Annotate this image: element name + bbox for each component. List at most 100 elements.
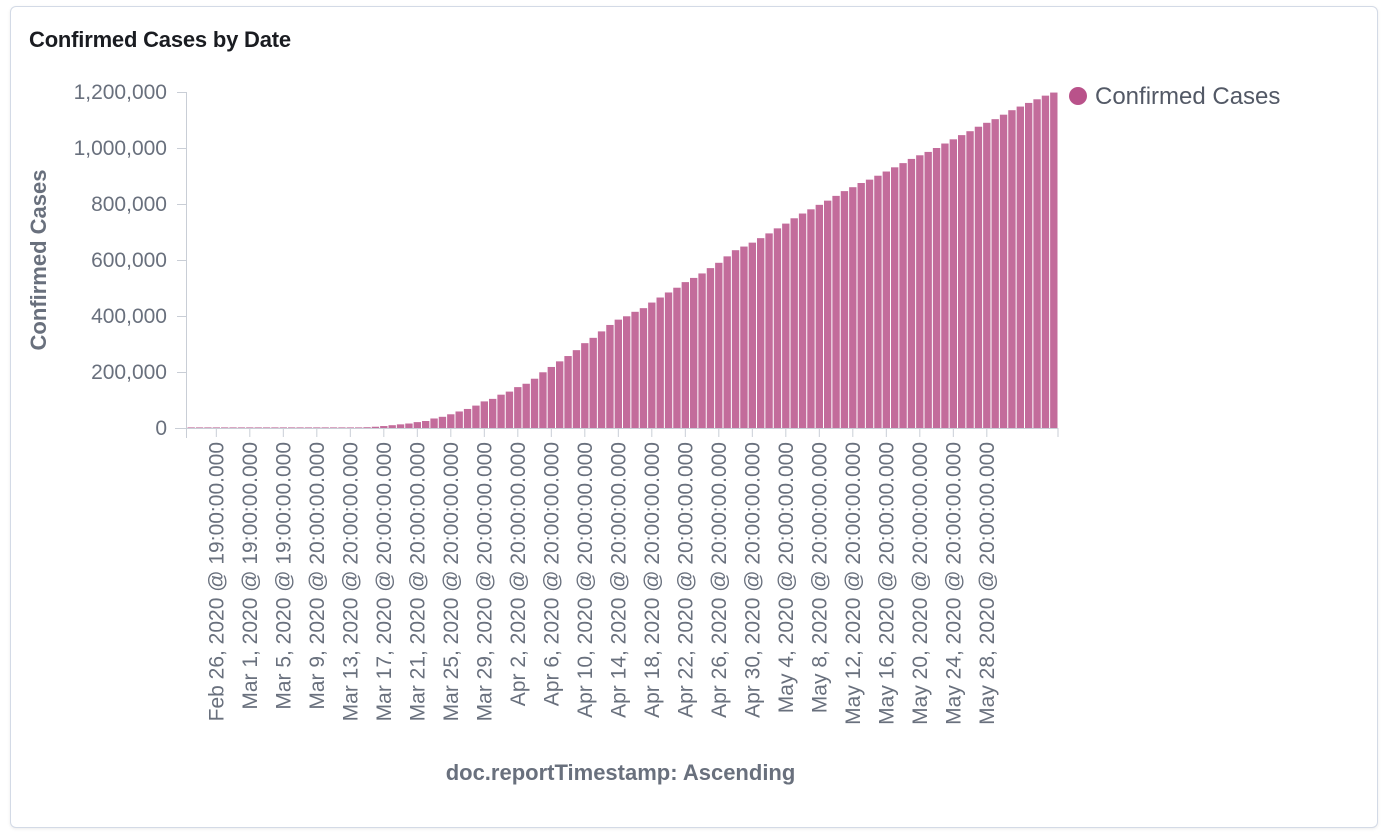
bar[interactable] (706, 268, 715, 428)
bar[interactable] (246, 427, 254, 428)
bar[interactable] (815, 204, 823, 428)
bar[interactable] (807, 209, 815, 428)
bar[interactable] (262, 427, 271, 428)
bar[interactable] (865, 179, 874, 428)
bar[interactable] (932, 148, 941, 428)
bar[interactable] (664, 292, 673, 428)
bar[interactable] (279, 427, 287, 428)
bar[interactable] (874, 175, 882, 428)
bar[interactable] (958, 135, 966, 428)
bar[interactable] (430, 418, 438, 428)
bar[interactable] (296, 427, 304, 428)
bar[interactable] (974, 126, 983, 428)
bar[interactable] (355, 427, 363, 428)
bar[interactable] (388, 425, 396, 428)
bar[interactable] (547, 366, 555, 428)
bar[interactable] (338, 427, 346, 428)
bar[interactable] (798, 213, 807, 428)
bar[interactable] (522, 383, 530, 428)
bar[interactable] (840, 191, 849, 428)
bar[interactable] (639, 308, 648, 428)
bar[interactable] (195, 427, 204, 428)
legend-swatch-icon[interactable] (1069, 87, 1087, 105)
bar[interactable] (329, 427, 338, 428)
bar[interactable] (254, 427, 262, 428)
bar[interactable] (656, 297, 664, 428)
bar[interactable] (530, 378, 539, 428)
bar[interactable] (916, 155, 924, 428)
bar[interactable] (572, 350, 581, 428)
bar[interactable] (907, 158, 916, 429)
bar[interactable] (514, 387, 522, 428)
bar[interactable] (564, 356, 572, 428)
bar[interactable] (941, 143, 949, 428)
bar[interactable] (832, 195, 840, 428)
bar[interactable] (983, 122, 991, 429)
bar[interactable] (271, 427, 279, 428)
bar[interactable] (966, 131, 974, 428)
bar[interactable] (857, 183, 865, 428)
bar[interactable] (773, 228, 782, 428)
bar[interactable] (891, 167, 899, 428)
bar[interactable] (363, 427, 371, 428)
bar[interactable] (346, 427, 354, 428)
bar[interactable] (212, 427, 220, 428)
bar[interactable] (782, 223, 790, 428)
legend-label[interactable]: Confirmed Cases (1095, 83, 1280, 110)
bar[interactable] (731, 250, 740, 428)
bar[interactable] (991, 119, 999, 428)
bar[interactable] (472, 405, 480, 428)
bar[interactable] (581, 343, 589, 428)
bar[interactable] (614, 319, 622, 428)
bar[interactable] (229, 427, 237, 428)
bar[interactable] (849, 187, 857, 428)
bar[interactable] (882, 171, 890, 428)
bar[interactable] (221, 427, 229, 428)
bar[interactable] (949, 139, 957, 428)
bar[interactable] (539, 372, 547, 428)
bar[interactable] (1016, 106, 1024, 428)
bar[interactable] (1025, 102, 1033, 429)
bar[interactable] (422, 421, 430, 428)
bar[interactable] (597, 331, 606, 428)
bar[interactable] (790, 218, 798, 428)
bar[interactable] (371, 426, 380, 428)
bar[interactable] (623, 316, 631, 428)
bar[interactable] (690, 277, 698, 428)
bar[interactable] (698, 273, 706, 428)
bar[interactable] (824, 200, 832, 428)
bar[interactable] (313, 427, 321, 428)
bar[interactable] (999, 114, 1008, 429)
bar[interactable] (447, 414, 455, 428)
bar[interactable] (1041, 95, 1050, 428)
bar[interactable] (1050, 92, 1058, 428)
bar[interactable] (1008, 110, 1016, 428)
bar[interactable] (480, 401, 488, 428)
bar[interactable] (740, 246, 748, 428)
bar[interactable] (589, 337, 597, 428)
bar[interactable] (187, 427, 195, 428)
bar[interactable] (648, 302, 656, 428)
bar[interactable] (413, 422, 421, 428)
bar[interactable] (681, 282, 689, 428)
bar[interactable] (1033, 99, 1041, 428)
bar[interactable] (237, 427, 246, 428)
bar[interactable] (606, 324, 614, 428)
bar[interactable] (405, 423, 413, 428)
bar[interactable] (380, 426, 388, 428)
bar[interactable] (463, 408, 472, 428)
bar[interactable] (489, 398, 497, 428)
bar[interactable] (304, 427, 313, 428)
bar[interactable] (765, 233, 773, 428)
bar[interactable] (673, 287, 681, 428)
bar[interactable] (396, 424, 405, 428)
bar[interactable] (631, 311, 639, 428)
bar[interactable] (204, 427, 212, 428)
bar[interactable] (321, 427, 329, 428)
bar[interactable] (924, 151, 932, 429)
bar[interactable] (505, 391, 514, 428)
bar[interactable] (288, 427, 296, 428)
bar[interactable] (438, 416, 447, 428)
bar[interactable] (715, 262, 723, 428)
bar[interactable] (497, 394, 505, 428)
